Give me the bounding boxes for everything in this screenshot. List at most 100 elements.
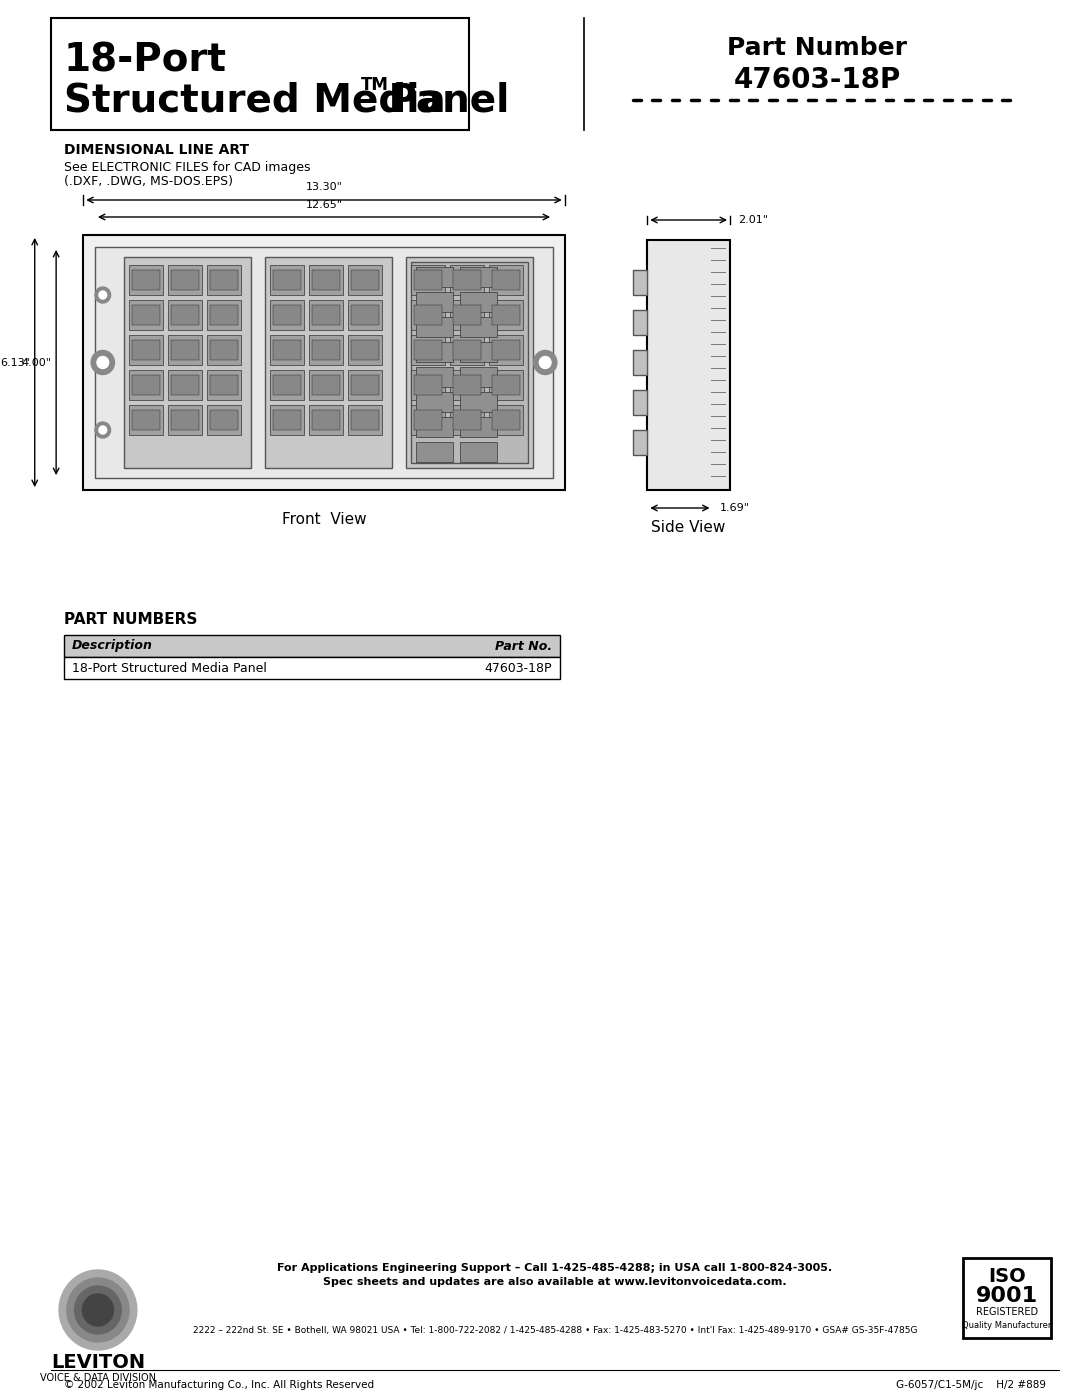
Bar — [450, 300, 484, 330]
Circle shape — [99, 291, 107, 299]
Text: VOICE & DATA DIVISION: VOICE & DATA DIVISION — [40, 1373, 156, 1383]
Bar — [351, 270, 379, 291]
Bar — [453, 270, 481, 291]
Text: 4.00": 4.00" — [22, 358, 51, 367]
Bar — [129, 370, 163, 400]
Circle shape — [99, 426, 107, 434]
Bar — [411, 265, 445, 295]
Text: TM: TM — [361, 75, 389, 94]
Bar — [460, 292, 497, 312]
Bar — [273, 374, 301, 395]
Text: See ELECTRONIC FILES for CAD images: See ELECTRONIC FILES for CAD images — [64, 161, 310, 173]
Bar — [273, 305, 301, 326]
Bar — [312, 305, 340, 326]
Bar — [132, 305, 160, 326]
Text: 47603-18P: 47603-18P — [733, 66, 901, 94]
Bar — [460, 317, 497, 337]
Bar — [171, 409, 199, 430]
Text: Panel: Panel — [375, 81, 510, 119]
Text: 18-Port: 18-Port — [64, 41, 227, 80]
Bar — [168, 265, 202, 295]
Bar — [348, 300, 382, 330]
Text: LEVITON: LEVITON — [51, 1352, 145, 1372]
Bar — [351, 409, 379, 430]
Bar — [416, 342, 453, 362]
Text: 9001: 9001 — [976, 1287, 1038, 1306]
Bar — [416, 441, 453, 462]
Bar — [207, 405, 241, 434]
Text: Description: Description — [71, 640, 152, 652]
Bar — [64, 657, 559, 679]
Bar — [168, 300, 202, 330]
Text: 47603-18P: 47603-18P — [485, 662, 552, 675]
Bar — [312, 374, 340, 395]
Circle shape — [67, 1278, 129, 1343]
Circle shape — [539, 356, 551, 369]
Bar — [129, 405, 163, 434]
Bar — [489, 300, 523, 330]
Text: Spec sheets and updates are also available at www.levitonvoicedata.com.: Spec sheets and updates are also availab… — [323, 1277, 786, 1287]
Bar — [411, 335, 445, 365]
Bar — [489, 370, 523, 400]
Bar — [351, 374, 379, 395]
Bar — [207, 370, 241, 400]
Bar — [491, 339, 519, 360]
Bar — [453, 409, 481, 430]
Bar — [168, 405, 202, 434]
Bar — [414, 339, 442, 360]
Text: REGISTERED: REGISTERED — [976, 1308, 1038, 1317]
Circle shape — [91, 351, 114, 374]
Text: Quality Manufacturer: Quality Manufacturer — [962, 1320, 1052, 1330]
Bar — [270, 335, 305, 365]
Text: Side View: Side View — [651, 521, 726, 535]
Text: 6.13": 6.13" — [0, 358, 30, 367]
Bar — [411, 263, 528, 462]
Bar — [132, 270, 160, 291]
Bar — [460, 267, 497, 286]
Bar — [963, 1259, 1051, 1338]
Bar — [132, 339, 160, 360]
Bar — [129, 300, 163, 330]
Text: 2222 – 222nd St. SE • Bothell, WA 98021 USA • Tel: 1-800-722-2082 / 1-425-485-42: 2222 – 222nd St. SE • Bothell, WA 98021 … — [192, 1326, 917, 1334]
Bar — [450, 335, 484, 365]
Bar — [210, 374, 238, 395]
Bar — [411, 370, 445, 400]
Bar — [51, 18, 470, 130]
Bar — [348, 335, 382, 365]
Bar — [171, 305, 199, 326]
Bar — [633, 430, 647, 455]
Bar — [633, 390, 647, 415]
Bar — [351, 339, 379, 360]
Text: 12.65": 12.65" — [306, 200, 342, 210]
Bar — [270, 405, 305, 434]
Text: ISO: ISO — [988, 1267, 1026, 1285]
Bar — [633, 310, 647, 335]
Bar — [312, 339, 340, 360]
Bar — [416, 416, 453, 437]
Bar — [207, 300, 241, 330]
Bar — [406, 257, 532, 468]
Circle shape — [59, 1270, 137, 1350]
Bar — [491, 409, 519, 430]
Bar — [129, 265, 163, 295]
Text: G-6057/C1-5M/jc    H/2 #889: G-6057/C1-5M/jc H/2 #889 — [896, 1380, 1045, 1390]
Bar — [171, 339, 199, 360]
Bar — [489, 405, 523, 434]
Bar — [171, 270, 199, 291]
Bar — [411, 405, 445, 434]
Bar — [210, 305, 238, 326]
Bar — [270, 370, 305, 400]
Bar — [633, 351, 647, 374]
Bar — [309, 265, 343, 295]
Bar — [207, 335, 241, 365]
Bar — [312, 409, 340, 430]
Bar — [414, 270, 442, 291]
Text: Part No.: Part No. — [495, 640, 552, 652]
Bar — [450, 405, 484, 434]
Circle shape — [97, 356, 109, 369]
Text: Structured Media: Structured Media — [64, 81, 446, 119]
Bar — [168, 370, 202, 400]
Bar — [491, 305, 519, 326]
Bar — [348, 405, 382, 434]
Bar — [416, 292, 453, 312]
